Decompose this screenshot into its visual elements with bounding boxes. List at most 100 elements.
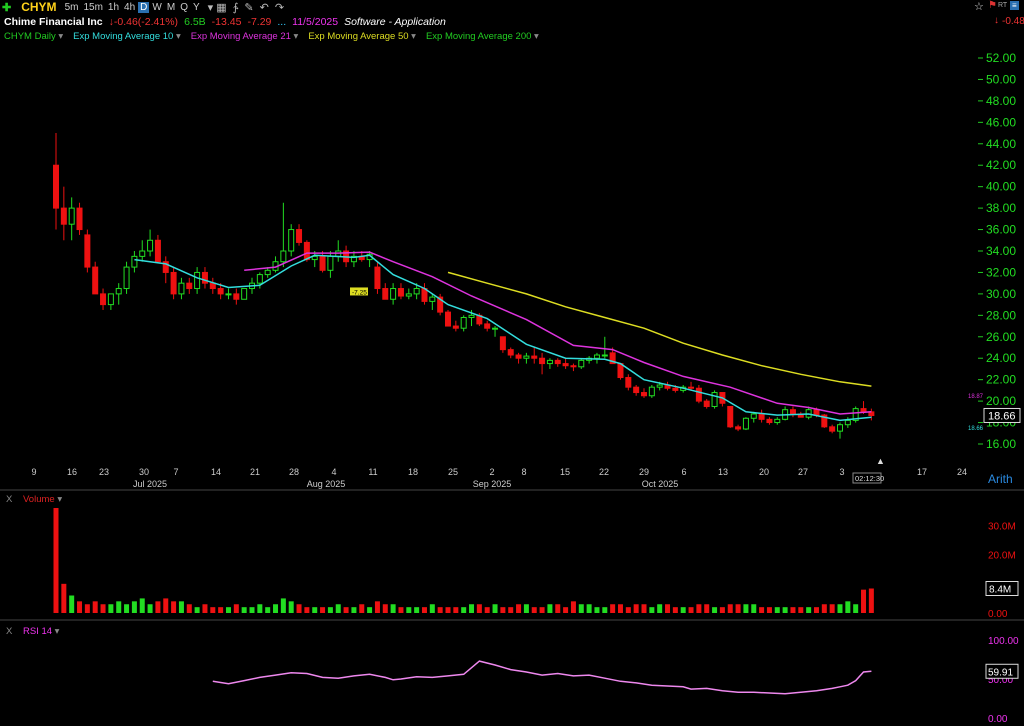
volume-bar — [712, 607, 718, 613]
volume-bar — [516, 604, 522, 613]
candle-body — [76, 207, 83, 231]
day-tick-label: 22 — [599, 467, 609, 477]
day-tick-label: 16 — [67, 467, 77, 477]
candle-body — [280, 250, 287, 263]
candle-body — [625, 377, 632, 388]
timeframe-5m[interactable]: 5m — [64, 1, 79, 13]
rsi-layer — [212, 660, 872, 695]
time-label: 02:12:30 — [855, 474, 884, 483]
rsi-title[interactable]: RSI 14 — [22, 626, 53, 637]
day-tick-label: 23 — [99, 467, 109, 477]
timeframe-M[interactable]: M — [166, 1, 176, 13]
undo-icon[interactable]: ↶ — [259, 1, 269, 14]
price-tick-label: 36.00 — [986, 223, 1016, 237]
day-tick-label: 17 — [917, 467, 927, 477]
study-dropdown-icon[interactable]: ▾ — [290, 31, 299, 42]
share-icon[interactable]: ↷ — [274, 1, 285, 14]
volume-dropdown-icon[interactable]: ▾ — [57, 494, 63, 505]
candle-body — [154, 239, 161, 263]
day-tick-label: 20 — [759, 467, 769, 477]
volume-bar — [665, 604, 671, 613]
company-name: Chime Financial Inc — [4, 16, 103, 28]
study-legend-item[interactable]: Exp Moving Average 21 ▾ — [191, 31, 299, 42]
study-dropdown-icon[interactable]: ▾ — [173, 31, 181, 42]
add-icon[interactable]: ✚ — [2, 1, 12, 14]
volume-bar — [335, 604, 341, 613]
price-tick-label: 38.00 — [986, 201, 1016, 215]
volume-bar — [218, 607, 224, 613]
day-tick-label: 6 — [681, 467, 686, 477]
volume-bar — [429, 604, 435, 613]
volume-bar — [139, 598, 145, 613]
volume-bar — [100, 604, 106, 613]
candle-body — [774, 418, 781, 424]
volume-bar — [265, 607, 271, 613]
candle-body — [554, 359, 561, 365]
last-rsi-label: 59.91 — [988, 667, 1013, 678]
study-dropdown-icon[interactable]: ▾ — [531, 31, 539, 42]
study-dropdown-icon[interactable]: ▾ — [408, 31, 416, 42]
date-label: 11/5/2025 — [292, 16, 339, 28]
study-label: Exp Moving Average 50 — [308, 31, 409, 42]
study-legend-item[interactable]: Exp Moving Average 10 ▾ — [73, 31, 181, 42]
volume-bar — [680, 607, 686, 613]
flag-icon[interactable]: ⚑ — [988, 0, 997, 11]
rsi-dropdown-icon[interactable]: ▾ — [54, 626, 60, 637]
close-pane-icon[interactable]: X — [6, 494, 13, 505]
favorite-star-icon[interactable]: ☆ — [974, 1, 984, 13]
symbol-label[interactable]: CHYM — [21, 0, 57, 14]
timeframe-Y[interactable]: Y — [192, 1, 200, 13]
volume-bar — [398, 607, 404, 613]
volume-axis: 0.00 10.0M 20.0M 30.0M 8.4M — [985, 522, 1019, 620]
candle-body — [515, 354, 522, 359]
last-rsi-box — [985, 663, 1019, 679]
price-tick-label: 26.00 — [986, 330, 1016, 344]
settings-icon[interactable]: ≡ — [1010, 1, 1019, 10]
timeframe-15m[interactable]: 15m — [83, 1, 103, 13]
volume-bar — [547, 604, 553, 613]
volume-bar — [273, 604, 279, 613]
price-tick-label: 42.00 — [986, 158, 1016, 172]
timeframe-D[interactable]: D — [138, 1, 150, 13]
candle-body — [688, 386, 695, 389]
candle-body — [413, 288, 420, 295]
candle-body — [703, 400, 710, 407]
day-tick-label: 4 — [331, 467, 336, 477]
candle-body — [397, 288, 404, 297]
indicators-icon[interactable]: ∱ — [232, 1, 239, 14]
study-legend-item[interactable]: Exp Moving Average 200 ▾ — [426, 31, 539, 42]
volume-bar — [602, 607, 608, 613]
volume-bar — [657, 604, 663, 613]
candle-body — [366, 253, 373, 261]
day-tick-label: 29 — [639, 467, 649, 477]
study-dropdown-icon[interactable]: ▾ — [55, 31, 64, 42]
timeframe-W[interactable]: W — [152, 1, 162, 13]
price-axis: 16.00 18.00 20.00 22.00 24.00 26.00 28.00 30.00… — [350, 51, 1021, 466]
timeframe-Q[interactable]: Q — [180, 1, 188, 13]
price-tick-label: 32.00 — [986, 265, 1016, 279]
study-label: Exp Moving Average 21 — [190, 31, 291, 42]
volume-bar — [131, 601, 137, 613]
chart-type-icon[interactable]: ▾ ▦ — [207, 1, 227, 14]
timeframe-1h[interactable]: 1h — [107, 1, 120, 13]
study-legend-item[interactable]: Exp Moving Average 50 ▾ — [308, 31, 416, 42]
drawing-icon[interactable]: ✎ — [244, 1, 254, 14]
study-legend-item[interactable]: CHYM Daily ▾ — [4, 31, 63, 42]
volume-title[interactable]: Volume — [22, 494, 55, 505]
timeframe-4h[interactable]: 4h — [124, 1, 136, 13]
candle-body — [256, 274, 263, 284]
volume-bar — [837, 604, 843, 613]
scale-mode[interactable]: Arith — [988, 472, 1013, 486]
candle-body — [335, 250, 342, 257]
volume-bar — [343, 607, 349, 613]
volume-bar — [853, 604, 859, 613]
candle-body — [437, 296, 444, 313]
volume-bar — [374, 601, 380, 613]
volume-bar — [225, 607, 231, 613]
volume-tick-label: 10.0M — [988, 580, 1016, 591]
scroll-right-icon[interactable]: ▲ — [876, 456, 885, 466]
day-tick-label: 27 — [798, 467, 808, 477]
close-pane-icon[interactable]: X — [6, 626, 13, 637]
day-tick-label: 24 — [957, 467, 967, 477]
